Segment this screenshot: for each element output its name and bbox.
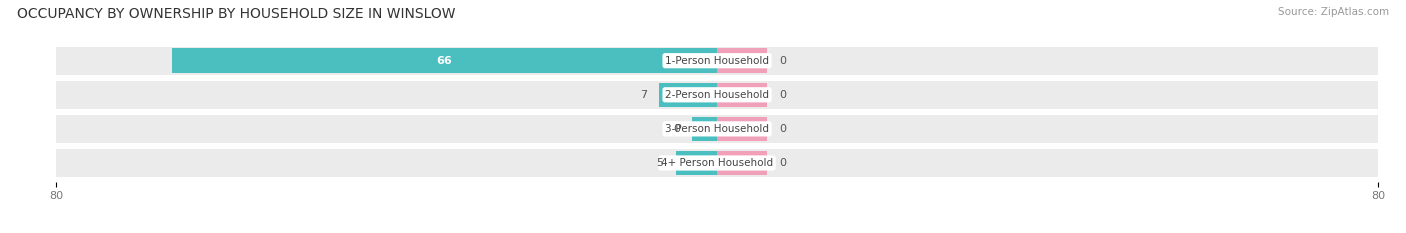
Bar xyxy=(56,81,1378,109)
Text: 66: 66 xyxy=(437,56,453,66)
Bar xyxy=(717,151,766,175)
Bar xyxy=(659,82,717,107)
Text: 0: 0 xyxy=(673,124,681,134)
Text: OCCUPANCY BY OWNERSHIP BY HOUSEHOLD SIZE IN WINSLOW: OCCUPANCY BY OWNERSHIP BY HOUSEHOLD SIZE… xyxy=(17,7,456,21)
Bar xyxy=(692,116,717,141)
Bar xyxy=(717,48,766,73)
Text: 0: 0 xyxy=(779,56,786,66)
Text: 0: 0 xyxy=(779,158,786,168)
Text: 7: 7 xyxy=(640,90,647,100)
Bar xyxy=(676,151,717,175)
Text: 1-Person Household: 1-Person Household xyxy=(665,56,769,66)
Text: 4+ Person Household: 4+ Person Household xyxy=(661,158,773,168)
Text: Source: ZipAtlas.com: Source: ZipAtlas.com xyxy=(1278,7,1389,17)
Bar xyxy=(717,82,766,107)
Bar xyxy=(172,48,717,73)
Bar xyxy=(56,149,1378,177)
Bar xyxy=(717,116,766,141)
Bar xyxy=(56,47,1378,75)
Text: 3-Person Household: 3-Person Household xyxy=(665,124,769,134)
Text: 2-Person Household: 2-Person Household xyxy=(665,90,769,100)
Text: 0: 0 xyxy=(779,124,786,134)
Bar xyxy=(56,115,1378,143)
Text: 5: 5 xyxy=(657,158,664,168)
Text: 0: 0 xyxy=(779,90,786,100)
